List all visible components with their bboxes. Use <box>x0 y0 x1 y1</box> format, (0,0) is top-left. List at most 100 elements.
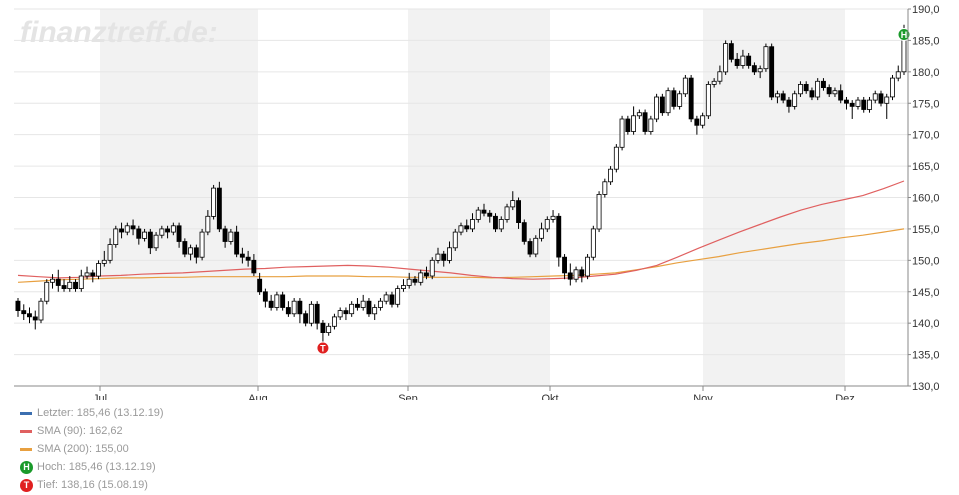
candle-body <box>734 58 740 66</box>
x-tick-label: Nov <box>693 393 713 400</box>
y-tick-label: 155,0 <box>912 224 940 236</box>
x-tick-label: Jul <box>93 393 107 400</box>
y-tick-label: 175,0 <box>912 98 940 110</box>
candle-body <box>326 325 332 333</box>
candle-body <box>844 99 849 104</box>
y-axis-labels: 130,0 135,0 140,0 145,0 150,0 155,0 160,0 165,0… <box>912 4 940 393</box>
candle-body <box>544 219 550 230</box>
candle-body <box>878 93 884 104</box>
candle-body <box>377 300 383 308</box>
candle-body <box>389 294 395 305</box>
candle-body <box>182 241 188 255</box>
candle-body <box>464 225 470 230</box>
candle-body <box>15 300 21 312</box>
candle-body <box>717 71 723 82</box>
candle-body <box>458 225 464 233</box>
candle-body <box>331 316 337 327</box>
candle-body <box>239 253 245 258</box>
candle-body <box>539 228 544 239</box>
candle-body <box>96 263 101 277</box>
candle-body <box>711 80 717 85</box>
y-tick-label: 135,0 <box>912 350 940 362</box>
candle-body <box>815 80 821 98</box>
candle-body <box>636 112 642 117</box>
candle-body <box>659 96 665 114</box>
candle-body <box>504 206 510 220</box>
candle-body <box>372 307 378 315</box>
y-tick-label: 140,0 <box>912 318 940 330</box>
candle-body <box>469 219 475 230</box>
candle-body <box>412 278 418 283</box>
candle-body <box>751 65 757 73</box>
candle-body <box>613 146 619 170</box>
candle-body <box>297 300 303 315</box>
candle-body <box>849 102 855 107</box>
candle-body <box>349 303 355 315</box>
y-tick-label: 170,0 <box>912 130 940 142</box>
legend-low-label: Tief: 138,16 (15.08.19) <box>37 479 148 491</box>
candle-body <box>251 259 257 274</box>
candle-body <box>832 90 838 95</box>
y-tick-label: 130,0 <box>912 381 940 393</box>
candle-body <box>262 291 268 302</box>
watermark: finanztreff.de: <box>20 16 218 49</box>
candle-body <box>625 118 631 133</box>
candle-body <box>694 118 700 126</box>
candle-body <box>303 313 309 324</box>
candle-body <box>383 294 389 302</box>
candle-body <box>423 272 429 277</box>
candle-body <box>884 96 890 104</box>
candle-body <box>867 99 872 110</box>
candle-body <box>395 288 401 305</box>
candle-body <box>677 93 683 107</box>
candle-body <box>234 231 240 255</box>
candle-body <box>740 55 746 66</box>
candle-body <box>291 300 297 315</box>
y-tick-label: 145,0 <box>912 287 940 299</box>
candle-body <box>406 278 412 286</box>
candle-body <box>366 300 372 315</box>
candle-body <box>700 115 706 126</box>
candle-body <box>757 68 763 73</box>
x-tick-label: Okt <box>541 393 558 400</box>
candle-body <box>723 43 729 73</box>
candle-body <box>602 181 608 195</box>
candle-body <box>55 278 61 286</box>
candle-body <box>682 77 688 95</box>
candle-body <box>343 310 349 315</box>
y-tick-label: 150,0 <box>912 255 940 267</box>
candle-body <box>147 231 153 249</box>
legend-sma90: SMA (90): 162,62 <box>20 422 164 440</box>
candle-body <box>429 259 435 277</box>
candle-body <box>608 168 613 183</box>
candle-body <box>769 46 775 98</box>
candle-body <box>274 294 280 308</box>
candle-body <box>861 99 867 110</box>
candle-body <box>285 307 291 315</box>
x-axis-labels: Jul Aug Sep Okt Nov Dez <box>93 393 855 400</box>
candle-body <box>446 247 452 261</box>
sma200-swatch <box>20 447 32 451</box>
candle-body <box>38 300 44 321</box>
low-marker-icon: T <box>20 478 33 492</box>
candle-body <box>492 215 498 230</box>
candle-body <box>809 90 815 98</box>
candle-body <box>26 313 32 318</box>
legend-low: T Tief: 138,16 (15.08.19) <box>20 476 164 494</box>
candle-body <box>245 256 251 261</box>
candle-body <box>337 310 343 318</box>
y-tick-label: 190,0 <box>912 4 940 16</box>
candle-body <box>101 259 107 264</box>
candle-body <box>452 231 458 249</box>
candle-body <box>786 99 792 107</box>
candle-body <box>400 285 406 289</box>
high-point-marker-label: H <box>901 30 908 40</box>
candle-body <box>205 215 211 233</box>
candle-body <box>61 285 67 289</box>
sma200-line <box>17 228 905 283</box>
x-tick-label: Dez <box>835 393 855 400</box>
candle-body <box>780 93 786 101</box>
moving-averages <box>17 180 905 283</box>
candle-body <box>119 228 124 233</box>
legend-high: H Hoch: 185,46 (13.12.19) <box>20 458 164 476</box>
